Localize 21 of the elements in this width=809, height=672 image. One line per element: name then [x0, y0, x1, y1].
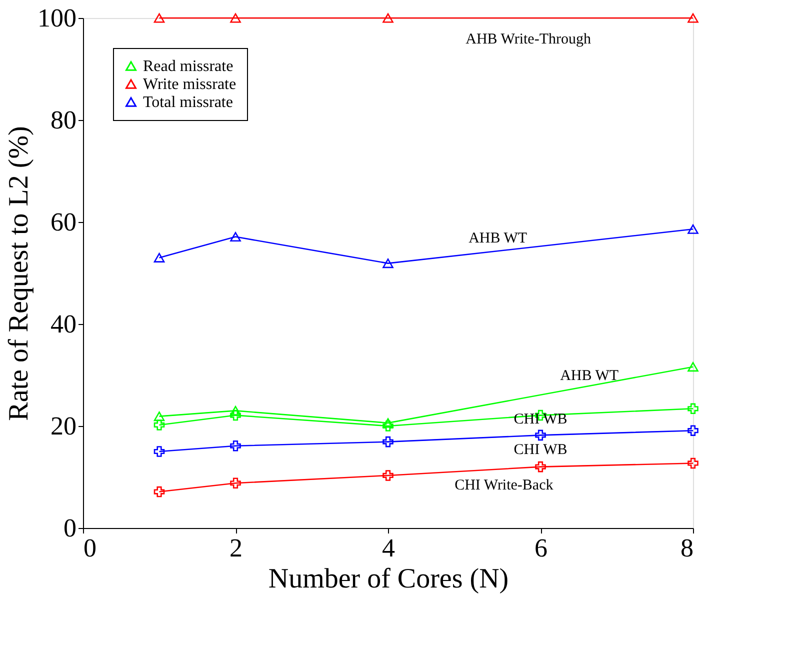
y-tick-label: 60 [50, 208, 76, 236]
annotation: AHB WT [560, 368, 619, 384]
x-tick-label: 6 [534, 534, 548, 562]
y-tick-label: 80 [50, 106, 76, 134]
y-tick-label: 100 [38, 4, 76, 32]
y-axis-title: Rate of Request to L2 (%) [4, 126, 34, 421]
annotation: AHB WT [468, 230, 528, 246]
x-tick-label: 4 [382, 534, 395, 562]
annotation: CHI WB [514, 442, 568, 458]
x-axis-title: Number of Cores (N) [268, 564, 509, 594]
x-tick-label: 0 [84, 534, 96, 562]
annotation: CHI Write-Back [454, 478, 554, 494]
y-tick-label: 0 [64, 514, 76, 542]
x-tick-label: 2 [230, 534, 242, 562]
legend-label: Read missrate [143, 58, 234, 75]
annotation: AHB Write-Through [466, 31, 592, 48]
legend-label: Write missrate [143, 76, 236, 93]
y-tick-label: 20 [50, 412, 76, 440]
x-tick-label: 8 [680, 534, 694, 562]
y-tick-label: 40 [50, 310, 76, 338]
legend-label: Total missrate [143, 94, 233, 111]
